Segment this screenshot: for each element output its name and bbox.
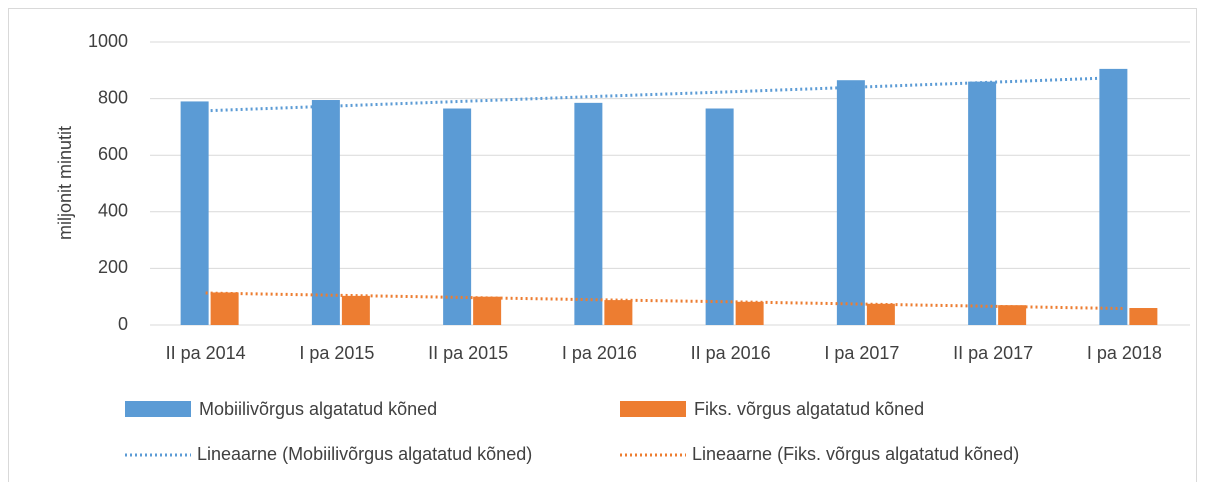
x-tick-label: II pa 2015	[428, 343, 508, 363]
bar	[574, 102, 603, 325]
x-tick-label: I pa 2018	[1087, 343, 1162, 363]
bar	[866, 303, 895, 325]
legend-swatch	[125, 401, 191, 417]
bar	[1099, 68, 1128, 325]
x-tick-label: II pa 2017	[953, 343, 1033, 363]
bar	[836, 80, 865, 325]
bar	[180, 101, 209, 326]
legend-label: Mobiilivõrgus algatatud kõned	[199, 399, 437, 419]
legend-label: Lineaarne (Mobiilivõrgus algatatud kõned…	[197, 444, 532, 464]
legend-label: Fiks. võrgus algatatud kõned	[694, 399, 924, 419]
bar	[735, 301, 764, 325]
bar	[1129, 308, 1158, 325]
bar	[443, 108, 472, 325]
legend-label: Lineaarne (Fiks. võrgus algatatud kõned)	[692, 444, 1019, 464]
y-tick-label: 600	[98, 144, 128, 164]
y-tick-label: 1000	[88, 31, 128, 51]
y-axis-label: miljonit minutit	[55, 126, 75, 240]
y-tick-label: 400	[98, 201, 128, 221]
bar	[968, 81, 997, 326]
trendline	[205, 291, 1125, 311]
x-tick-label: I pa 2015	[299, 343, 374, 363]
y-tick-label: 800	[98, 87, 128, 107]
y-tick-label: 0	[118, 314, 128, 334]
bar	[998, 305, 1027, 325]
bar	[341, 295, 370, 325]
legend-swatch	[620, 401, 686, 417]
x-tick-label: I pa 2016	[562, 343, 637, 363]
x-tick-label: II pa 2014	[166, 343, 246, 363]
chart-border	[8, 8, 1197, 482]
trendline	[205, 75, 1125, 113]
bar	[473, 296, 502, 325]
bar	[705, 108, 734, 325]
x-tick-label: II pa 2016	[691, 343, 771, 363]
y-tick-label: 200	[98, 257, 128, 277]
bar	[210, 292, 239, 325]
bar	[311, 100, 340, 325]
bar	[604, 300, 633, 325]
x-tick-label: I pa 2017	[824, 343, 899, 363]
